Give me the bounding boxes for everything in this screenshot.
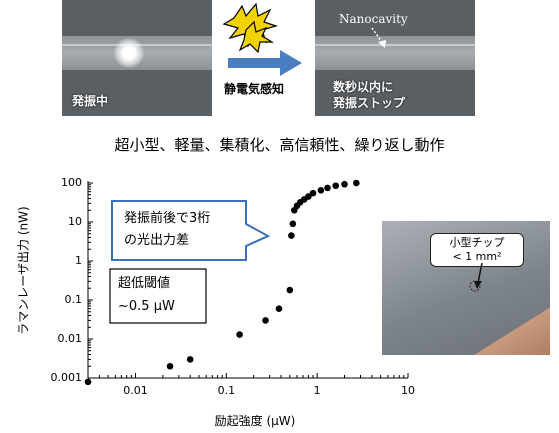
data-point xyxy=(275,305,283,312)
x-axis-title: 励起強度 (μW) xyxy=(214,414,296,428)
chip-photo: 小型チップ < 1 mm² xyxy=(382,221,550,355)
right-arrow-icon xyxy=(228,50,302,76)
x-tick-label: 0.01 xyxy=(123,384,148,397)
spark-icon xyxy=(222,2,279,54)
spark-arrow-graphic xyxy=(222,2,302,76)
y-tick-label: 100 xyxy=(61,176,82,189)
chip-marker-icon xyxy=(469,280,481,292)
data-point xyxy=(236,331,243,338)
arrow-label: 静電気感知 xyxy=(224,82,285,96)
oscillating-micrograph: 発振中 xyxy=(62,0,212,116)
feature-subtitle: 超小型、軽量、集積化、高信頼性、繰り返し動作 xyxy=(114,136,445,154)
data-point xyxy=(332,182,340,190)
right-caption-line2: 発振ストップ xyxy=(333,96,406,110)
chart-axes xyxy=(87,181,409,379)
chip-label: 小型チップ < 1 mm² xyxy=(430,233,524,267)
data-point xyxy=(324,184,331,192)
y-tick-label: 1 xyxy=(75,254,82,267)
data-point xyxy=(289,220,297,228)
x-tick-label: 1 xyxy=(313,384,321,397)
callout-line1: 発振前後で3桁 xyxy=(124,211,211,226)
callout-bubble xyxy=(111,200,271,261)
data-point xyxy=(353,179,360,187)
chip-label-line1: 小型チップ xyxy=(449,236,505,249)
chip-pointer-arrow-icon xyxy=(474,263,483,289)
y-tick-label: 0.01 xyxy=(57,332,83,345)
data-points xyxy=(84,179,360,386)
stopped-micrograph: Nanocavity 数秒以内に 発振ストップ xyxy=(315,0,475,116)
data-point xyxy=(341,180,348,188)
y-axis-title: ラマンレーザ出力 (nW) xyxy=(16,206,31,335)
left-caption: 発振中 xyxy=(72,94,109,108)
y-tick-label: 0.1 xyxy=(64,293,83,306)
threshold-line2: ∼0.5 μW xyxy=(118,299,175,314)
threshold-box xyxy=(109,268,207,324)
data-point xyxy=(262,317,269,324)
data-point xyxy=(286,286,294,294)
right-caption-line1: 数秒以内に xyxy=(333,80,394,94)
data-point xyxy=(288,232,295,239)
threshold-line1: 超低閾値 xyxy=(118,276,171,291)
laser-glow xyxy=(114,38,144,68)
dashed-arrow-icon xyxy=(371,27,386,48)
data-point xyxy=(305,193,312,200)
data-point xyxy=(309,189,317,197)
y-tick-label: 10 xyxy=(68,215,82,228)
nanocavity-label: Nanocavity xyxy=(339,12,408,26)
callout-line2: の光出力差 xyxy=(124,233,190,248)
chip-label-line2: < 1 mm² xyxy=(452,250,502,263)
y-tick-label: 0.001 xyxy=(50,371,83,384)
x-tick-label: 10 xyxy=(401,384,415,397)
data-point xyxy=(84,378,92,386)
x-tick-label: 0.1 xyxy=(217,384,236,397)
data-point xyxy=(317,186,325,194)
data-point xyxy=(166,362,174,370)
finger-image xyxy=(422,291,550,355)
data-point xyxy=(186,356,194,363)
